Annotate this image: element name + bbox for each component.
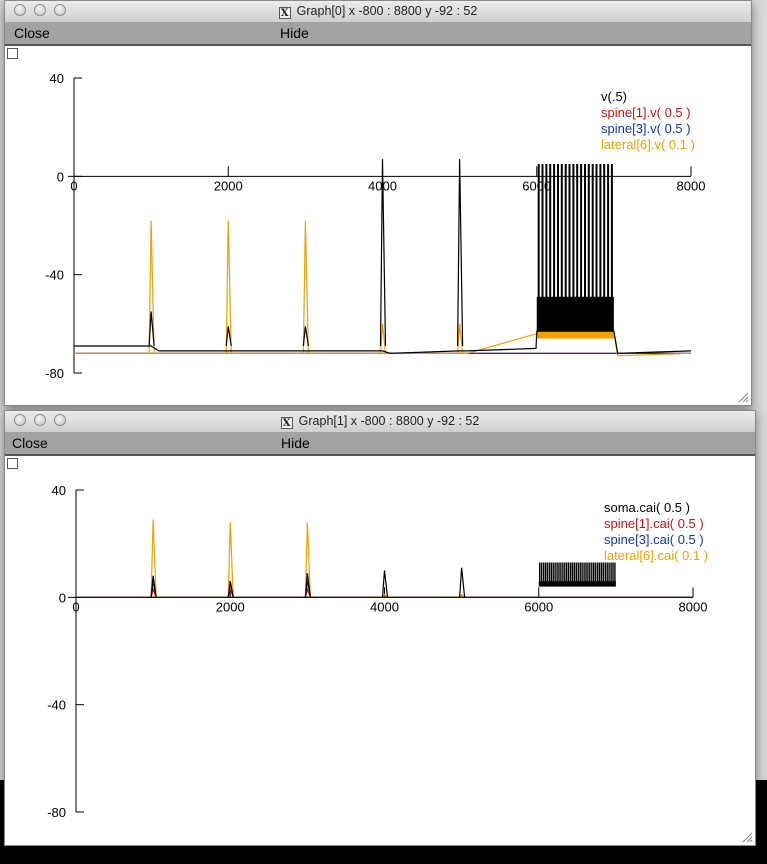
spike-mark <box>304 522 311 598</box>
graph1-plot-area[interactable]: 40 0 -40 -80 0 2000 4000 6000 8000 soma.cai( 0.5 … <box>5 456 755 845</box>
resize-grip-icon[interactable] <box>738 392 749 403</box>
spike-mark <box>459 567 466 598</box>
zoom-traffic-light-icon[interactable] <box>54 414 66 426</box>
spike-mark <box>148 311 155 347</box>
zoom-traffic-light-icon[interactable] <box>54 4 66 16</box>
graph1-plot-svg: 40 0 -40 -80 0 2000 4000 6000 8000 soma.cai( 0.5 … <box>47 483 708 820</box>
legend-entry: lateral[6].cai( 0.1 ) <box>604 548 708 563</box>
legend-entry: spine[3].v( 0.5 ) <box>601 121 691 136</box>
spike-mark <box>381 570 389 598</box>
graph0-plot-area[interactable]: 40 0 -40 -80 0 2000 4000 6000 8000 v(.5) spine[1].… <box>5 46 751 405</box>
spike-mark <box>379 159 387 346</box>
legend-entry: soma.cai( 0.5 ) <box>604 500 690 515</box>
graph0-checkbox[interactable] <box>7 48 18 59</box>
y-tick-label: 40 <box>52 483 66 498</box>
y-tick-label: 0 <box>57 169 64 184</box>
graph0-titlebar[interactable]: X Graph[0] x -800 : 8800 y -92 : 52 <box>5 1 751 23</box>
resize-grip-icon[interactable] <box>742 832 753 843</box>
minimize-traffic-light-icon[interactable] <box>34 4 46 16</box>
x-tick-label: 8000 <box>677 178 706 193</box>
close-traffic-light-icon[interactable] <box>14 4 26 16</box>
spike-mark <box>302 220 309 354</box>
close-traffic-light-icon[interactable] <box>14 414 26 426</box>
x-tick-label: 2000 <box>214 178 243 193</box>
y-tick-label: -40 <box>45 268 64 283</box>
burst-spikes <box>539 562 616 584</box>
burst-envelope <box>536 296 614 332</box>
hide-button[interactable]: Hide <box>280 25 309 41</box>
x-tick-label: 8000 <box>679 599 708 614</box>
graph1-titlebar[interactable]: X Graph[1] x -800 : 8800 y -92 : 52 <box>5 411 755 433</box>
x11-icon: X <box>278 7 291 19</box>
minimize-traffic-light-icon[interactable] <box>34 414 46 426</box>
legend-entry: spine[1].v( 0.5 ) <box>601 105 691 120</box>
spike-mark <box>225 220 232 354</box>
legend-entry: spine[3].cai( 0.5 ) <box>604 532 704 547</box>
x-tick-label: 4000 <box>370 599 399 614</box>
graph1-checkbox[interactable] <box>7 458 18 469</box>
spike-mark <box>304 573 311 598</box>
legend-entry: lateral[6].v( 0.1 ) <box>601 137 695 152</box>
spike-mark <box>457 159 464 346</box>
graph0-window: X Graph[0] x -800 : 8800 y -92 : 52 Close… <box>4 0 752 406</box>
x-tick-label: 2000 <box>216 599 245 614</box>
y-tick-label: 40 <box>50 71 64 86</box>
burst-spikes <box>537 164 613 317</box>
spike-mark <box>459 593 466 598</box>
x-tick-label: 0 <box>72 599 79 614</box>
x11-icon: X <box>280 417 293 429</box>
window-title-text: Graph[1] x -800 : 8800 y -92 : 52 <box>298 414 480 428</box>
x-tick-label: 6000 <box>522 178 551 193</box>
y-tick-label: -80 <box>45 366 64 381</box>
series-band <box>536 328 614 339</box>
legend-entry: v(.5) <box>601 89 627 104</box>
window-title-text: Graph[0] x -800 : 8800 y -92 : 52 <box>296 4 478 18</box>
legend-entry: spine[1].cai( 0.5 ) <box>604 516 704 531</box>
spike-mark <box>150 575 157 598</box>
spike-mark <box>302 326 309 347</box>
burst-envelope <box>538 581 616 587</box>
y-tick-label: 0 <box>59 590 66 605</box>
graph1-window: X Graph[1] x -800 : 8800 y -92 : 52 Close… <box>4 410 756 846</box>
close-button[interactable]: Close <box>12 435 48 451</box>
spike-mark <box>457 323 464 354</box>
spike-mark <box>227 522 234 598</box>
window-title: X Graph[0] x -800 : 8800 y -92 : 52 <box>5 4 751 19</box>
spike-mark <box>150 519 157 598</box>
graph0-menubar: Close Hide <box>5 22 751 46</box>
spike-mark <box>148 220 155 354</box>
spike-mark <box>225 326 232 347</box>
y-tick-label: -80 <box>47 805 66 820</box>
window-title: X Graph[1] x -800 : 8800 y -92 : 52 <box>5 414 755 429</box>
graph1-menubar: Close Hide <box>5 432 755 456</box>
y-tick-label: -40 <box>47 698 66 713</box>
spike-mark <box>379 323 387 354</box>
graph0-plot-svg: 400-40-800 2000 4000 6000 8000v(.5)spine[1].… <box>45 71 706 381</box>
x-tick-label: 0 <box>70 178 77 193</box>
hide-button[interactable]: Hide <box>281 435 310 451</box>
x-tick-label: 6000 <box>524 599 553 614</box>
spike-mark <box>227 581 234 598</box>
close-button[interactable]: Close <box>14 25 50 41</box>
